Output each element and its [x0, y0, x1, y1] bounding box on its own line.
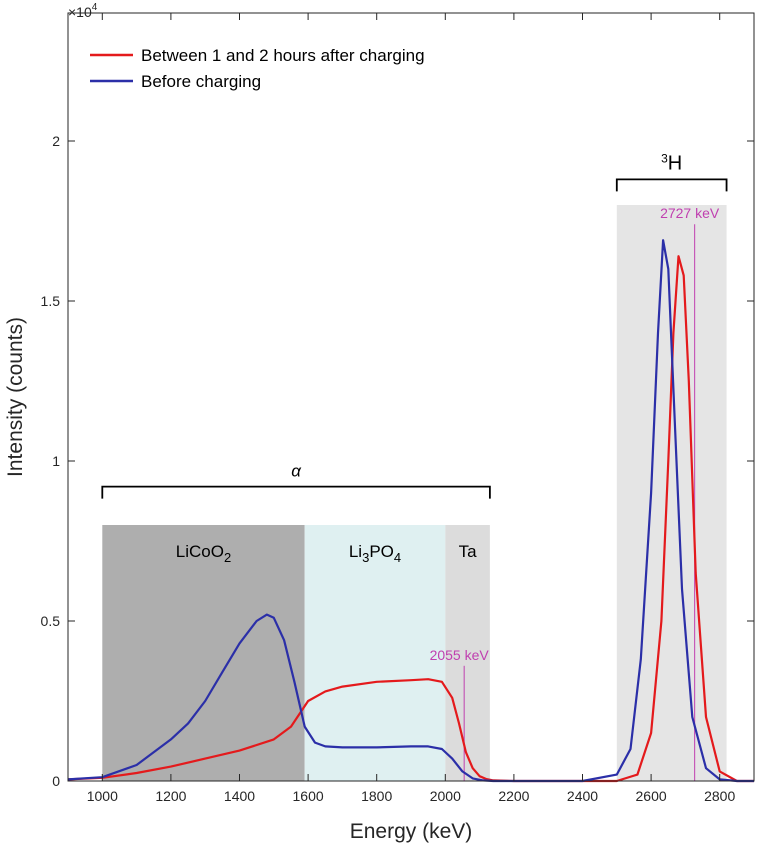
- bracket-label-1: 3H: [661, 151, 682, 174]
- region-brackets: α 3H: [101, 151, 728, 499]
- bracket-0: [101, 485, 491, 499]
- x-tick-label-1400: 1400: [224, 788, 255, 804]
- series-line-0: [67, 255, 754, 783]
- y-tick-label-4: 2: [52, 133, 60, 149]
- axis-ticks: 1000 1200 1400 1600 1800 2000 2200 2400 2600 2800…: [41, 13, 754, 804]
- region-0: [102, 525, 305, 781]
- x-tick-label-2200: 2200: [498, 788, 529, 804]
- region-label-2: Ta: [459, 542, 478, 561]
- ref-line-label-1: 2727 keV: [660, 205, 720, 221]
- x-tick-label-2600: 2600: [636, 788, 667, 804]
- region-label-1: Li3PO4: [349, 542, 401, 565]
- region-labels: LiCoO2 Li3PO4 Ta: [176, 542, 477, 565]
- x-tick-label-2000: 2000: [430, 788, 461, 804]
- y-exponent-label: ×104: [68, 2, 98, 20]
- x-tick-label-1800: 1800: [361, 788, 392, 804]
- ref-line-label-0: 2055 keV: [430, 647, 490, 663]
- legend-label-before-charging: Before charging: [141, 72, 261, 91]
- y-tick-label-2: 1: [52, 453, 60, 469]
- region-2: [445, 525, 490, 781]
- bracket-label-0: α: [291, 462, 302, 481]
- y-tick-label-3: 1.5: [41, 293, 61, 309]
- series-lines: [67, 239, 754, 783]
- reference-lines: 2055 keV 2727 keV: [430, 205, 720, 781]
- axes-box: [67, 12, 755, 782]
- region-label-0: LiCoO2: [176, 542, 231, 565]
- series-line-1: [67, 239, 754, 783]
- x-tick-label-1200: 1200: [155, 788, 186, 804]
- x-axis-title: Energy (keV): [350, 820, 473, 843]
- region-1: [304, 525, 446, 781]
- x-tick-label-1000: 1000: [87, 788, 118, 804]
- region-3: [616, 205, 727, 781]
- legend: Between 1 and 2 hours after charging Bef…: [90, 46, 425, 91]
- y-tick-label-0: 0: [52, 773, 60, 789]
- x-tick-label-2400: 2400: [567, 788, 598, 804]
- bracket-1: [615, 178, 728, 192]
- highlight-regions: [102, 205, 727, 781]
- legend-label-after-charging: Between 1 and 2 hours after charging: [141, 46, 425, 65]
- x-tick-label-1600: 1600: [293, 788, 324, 804]
- y-tick-label-1: 0.5: [41, 613, 61, 629]
- y-axis-title: Intensity (counts): [4, 317, 27, 477]
- x-tick-label-2800: 2800: [704, 788, 735, 804]
